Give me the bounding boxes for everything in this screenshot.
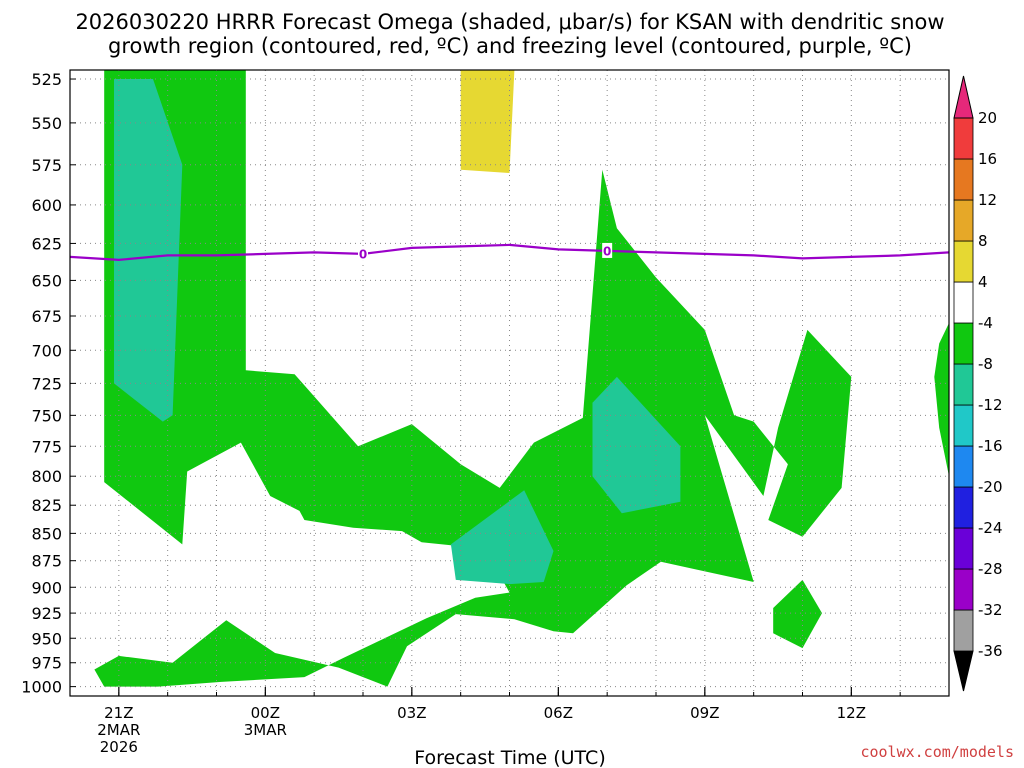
colorbar-bin-6 (953, 404, 974, 447)
y-tick-label-675: 675 (31, 307, 62, 326)
chart-title-line-1: 2026030220 HRRR Forecast Omega (shaded, … (75, 10, 944, 34)
y-tick-label-925: 925 (31, 604, 62, 623)
y-tick-label-725: 725 (31, 374, 62, 393)
omega-region-6 (450, 490, 554, 585)
omega-shading-layer (94, 70, 949, 687)
colorbar-label--36: -36 (978, 642, 1003, 660)
y-tick-label-875: 875 (31, 552, 62, 571)
freezing-level-contour (70, 243, 949, 262)
colorbar-bin-13 (953, 117, 974, 160)
colorbar-bin-7 (953, 363, 974, 406)
freezing-level-label-1: 0 (359, 247, 367, 261)
colorbar-label-12: 12 (978, 191, 997, 209)
omega-region-3 (773, 579, 822, 649)
colorbar-bin-11 (953, 199, 974, 242)
colorbar-label--12: -12 (978, 396, 1003, 414)
colorbar-label-4: 4 (978, 273, 988, 291)
colorbar-top-arrow (953, 75, 974, 119)
colorbar-label--8: -8 (978, 355, 993, 373)
x-tick-label-2MAR: 2MAR (97, 721, 140, 739)
colorbar-label--4: -4 (978, 314, 993, 332)
x-tick-label-3MAR: 3MAR (244, 721, 287, 739)
contour-label-bg-1 (358, 245, 368, 261)
y-tick-label-800: 800 (31, 467, 62, 486)
credit-text: coolwx.com/models (860, 743, 1014, 761)
y-tick-label-550: 550 (31, 114, 62, 133)
colorbar-bin-5 (953, 445, 974, 488)
x-tick-label-00Z: 00Z (251, 704, 280, 722)
colorbar-bin-8 (953, 322, 974, 365)
colorbar-bin-1 (953, 609, 974, 652)
y-tick-label-600: 600 (31, 196, 62, 215)
colorbar-label--32: -32 (978, 601, 1003, 619)
y-axis-ticks: 525 550 575 600 625 650 675 700 725 750 775 800 825 8… (21, 70, 76, 697)
x-tick-label-09Z: 09Z (690, 704, 719, 722)
colorbar: -36 -32 -28 -24 -20 -16 -12 -8 -4 4 8 12 16 20 (953, 75, 1003, 692)
colorbar-label--28: -28 (978, 560, 1003, 578)
y-tick-label-975: 975 (31, 654, 62, 673)
y-tick-label-900: 900 (31, 578, 62, 597)
colorbar-bin-2 (953, 568, 974, 611)
terrain-layer (70, 696, 949, 703)
omega-region-1 (94, 70, 852, 687)
y-tick-label-625: 625 (31, 234, 62, 253)
colorbar-bin-3 (953, 527, 974, 570)
colorbar-label--16: -16 (978, 437, 1003, 455)
colorbar-bin-9 (953, 281, 974, 324)
colorbar-bottom-arrow (953, 650, 974, 692)
y-tick-label-575: 575 (31, 156, 62, 175)
x-tick-label-21Z: 21Z (104, 704, 133, 722)
contour-label-bg-2 (602, 242, 613, 258)
omega-region-5 (592, 376, 681, 514)
y-tick-label-825: 825 (31, 496, 62, 515)
y-tick-label-850: 850 (31, 524, 62, 543)
x-tick-label-12Z: 12Z (837, 704, 866, 722)
x-tick-label-03Z: 03Z (397, 704, 426, 722)
colorbar-label-16: 16 (978, 150, 997, 168)
colorbar-label--24: -24 (978, 519, 1003, 537)
freezing-level-label-2: 0 (603, 244, 611, 258)
y-tick-label-650: 650 (31, 271, 62, 290)
y-tick-label-950: 950 (31, 629, 62, 648)
omega-region-2 (934, 323, 949, 477)
y-tick-label-700: 700 (31, 341, 62, 360)
colorbar-bin-4 (953, 486, 974, 529)
colorbar-label-8: 8 (978, 232, 988, 250)
omega-region-7 (460, 70, 515, 173)
colorbar-bin-12 (953, 158, 974, 201)
y-tick-label-750: 750 (31, 406, 62, 425)
x-tick-label-2026: 2026 (100, 738, 138, 756)
y-tick-label-775: 775 (31, 437, 62, 456)
terrain-fill (70, 696, 949, 703)
x-tick-label-06Z: 06Z (544, 704, 573, 722)
colorbar-label-20: 20 (978, 109, 997, 127)
chart-title-line-2: growth region (contoured, red, ºC) and f… (108, 34, 912, 58)
x-axis-title: Forecast Time (UTC) (414, 747, 605, 768)
y-tick-label-1000: 1000 (21, 678, 62, 697)
y-tick-label-525: 525 (31, 70, 62, 89)
colorbar-label--20: -20 (978, 478, 1003, 496)
colorbar-bin-10 (953, 240, 974, 283)
